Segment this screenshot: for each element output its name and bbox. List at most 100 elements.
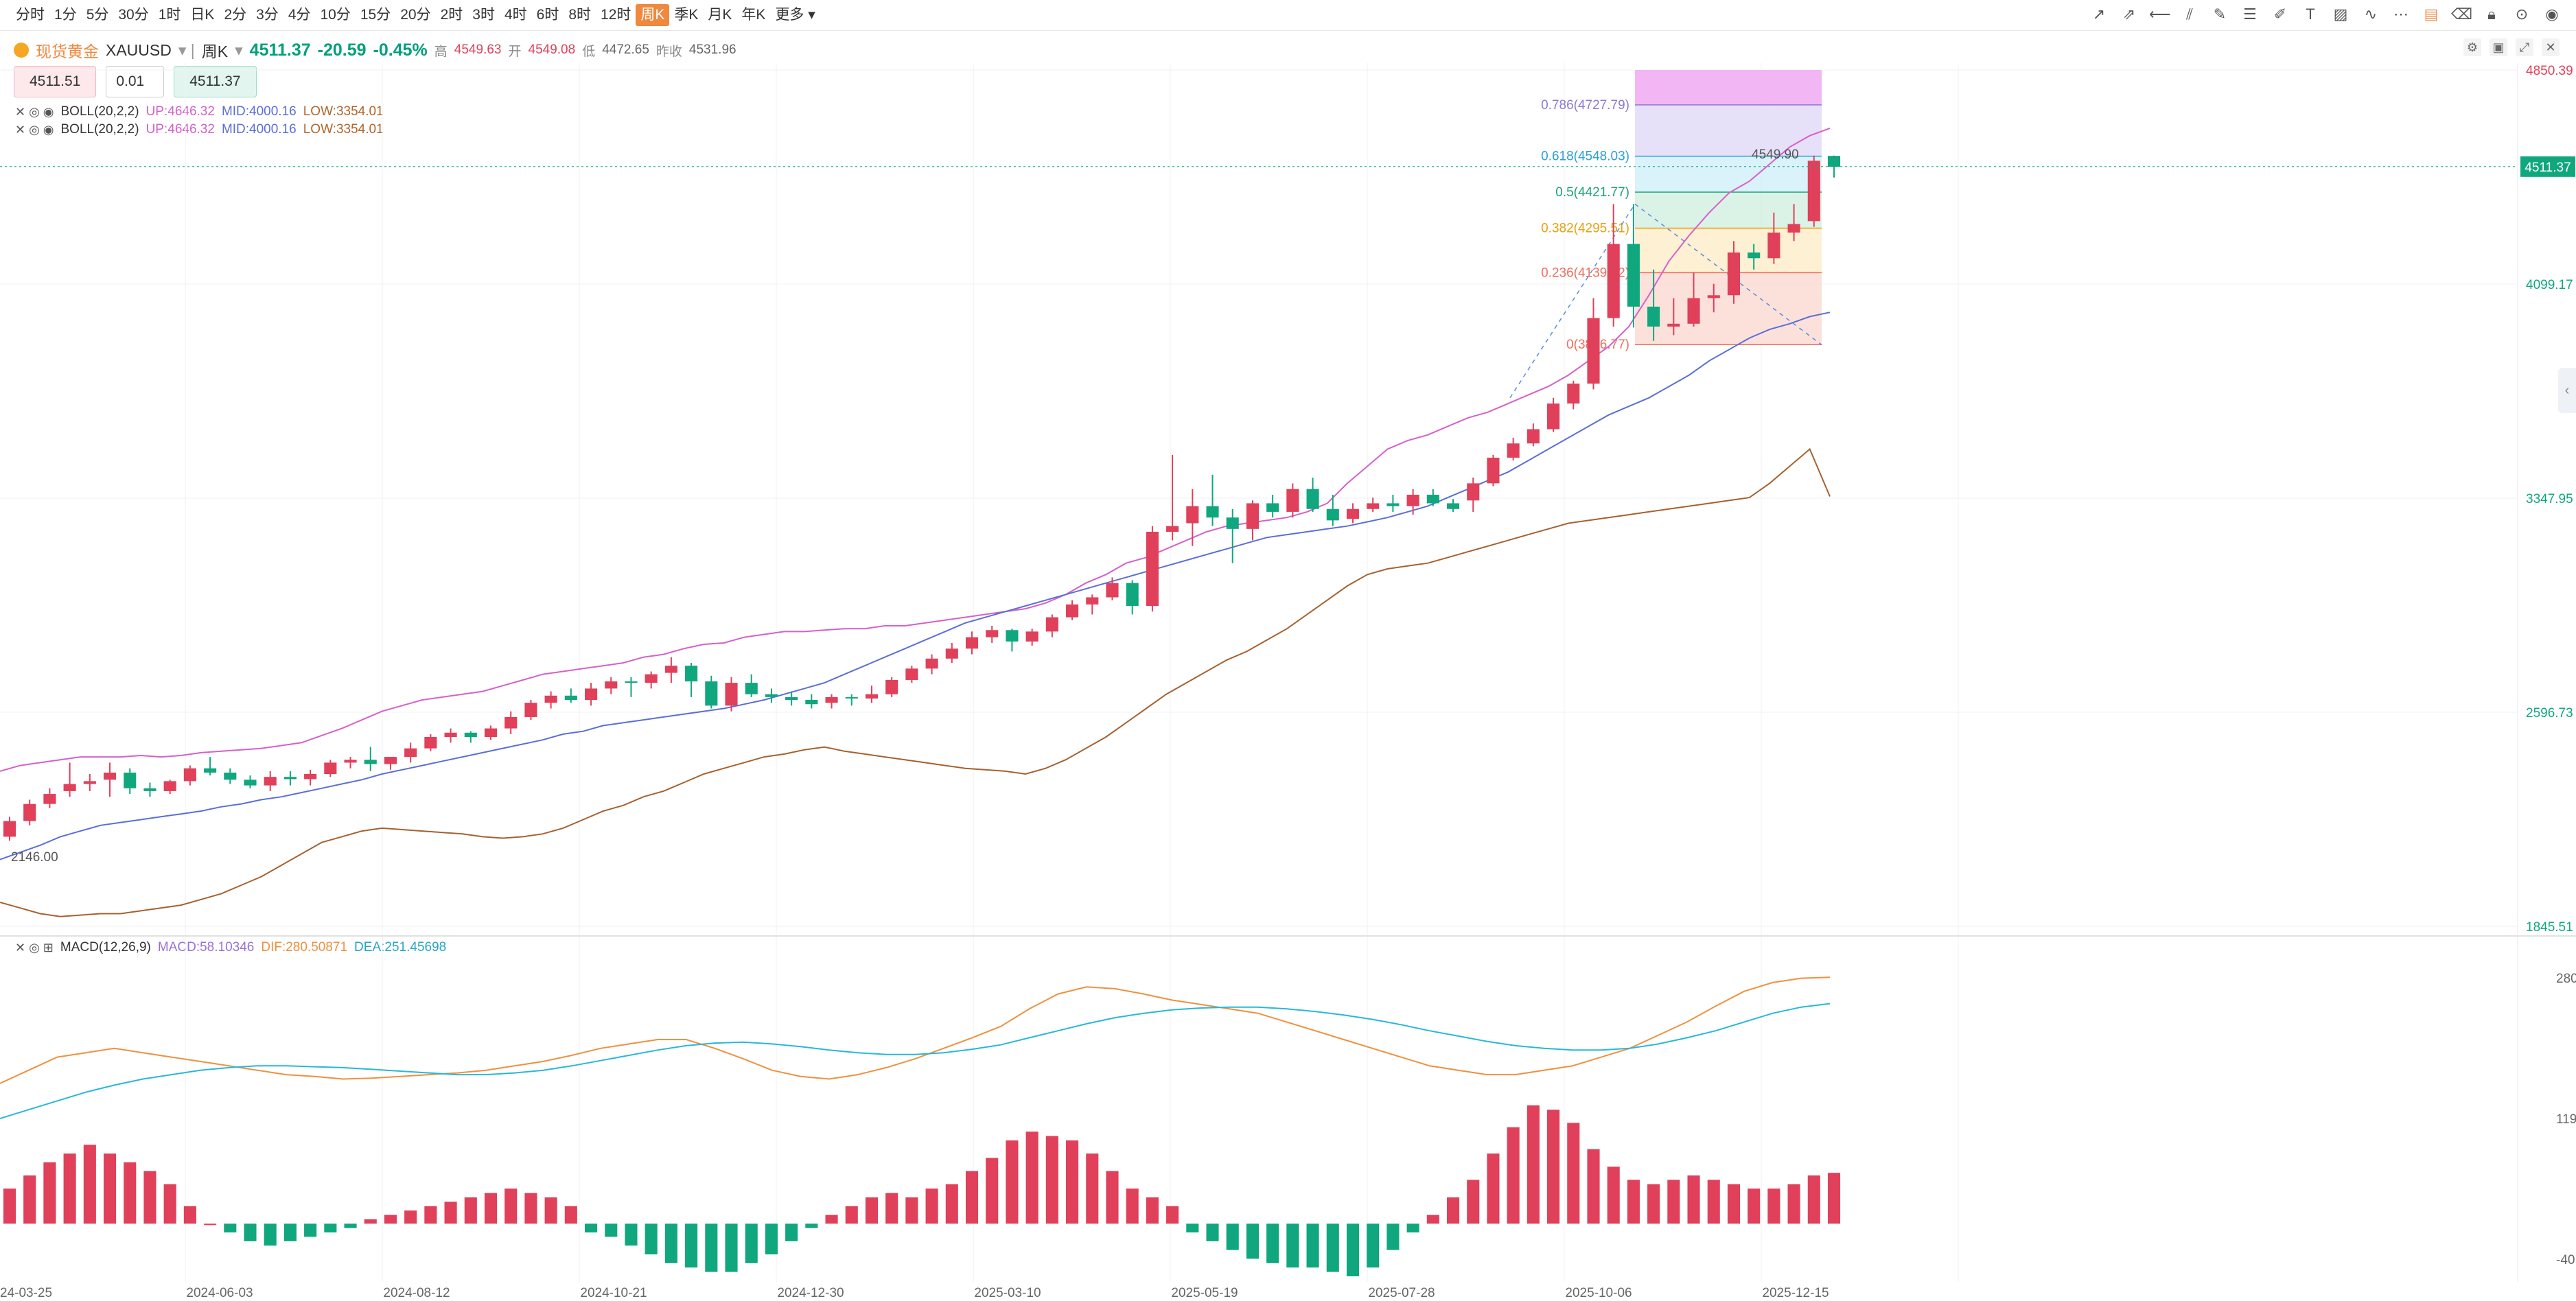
macd-bar (1025, 1132, 1038, 1224)
candle-body (283, 777, 297, 780)
period-4[interactable]: 1时 (158, 7, 181, 23)
period-0[interactable]: 分时 (16, 7, 45, 23)
macd-bar (1807, 1175, 1820, 1224)
close-icon[interactable]: ✕ ◎ ◉ (15, 122, 54, 137)
date-axis-label: 2025-05-19 (1171, 1286, 1238, 1300)
toolbar: 分时 1分 5分 30分 1时 日K 2分 3分 4分 10分 15分 20分 2时 3时 4时 6时 8时 12… (0, 0, 2576, 31)
period-19[interactable]: 季K (674, 7, 699, 23)
buy-price-button[interactable]: 4511.37 (174, 66, 257, 97)
macd-bar (664, 1223, 677, 1263)
macd-bar (444, 1202, 457, 1224)
horizontal-line-icon[interactable]: ⟵ (2149, 5, 2171, 23)
macd-bar (23, 1175, 36, 1224)
candle-body (1748, 252, 1761, 259)
chart-corner-controls: ⚙ ▣ ⤢ ✕ (2463, 38, 2560, 56)
boll-indicator-row-2: ✕ ◎ ◉ BOLL(20,2,2) UP:4646.32 MID:4000.1… (15, 122, 384, 137)
quantity-stepper[interactable]: 0.01 (106, 66, 165, 97)
macd-axis-label: 119.99771 (2556, 1112, 2576, 1127)
candle-body (544, 695, 557, 703)
period-7[interactable]: 3分 (256, 7, 279, 23)
period-14[interactable]: 4时 (504, 7, 527, 23)
period-22[interactable]: 更多 ▾ (775, 7, 815, 23)
collapse-panel-icon[interactable]: ‹ (2558, 368, 2576, 413)
period-5[interactable]: 日K (190, 7, 215, 23)
price-axis-label: 3347.95 (2526, 492, 2573, 506)
lock-icon[interactable]: 🔒︎ (2487, 5, 2496, 23)
period-3[interactable]: 30分 (118, 7, 149, 23)
candle-body (925, 658, 938, 669)
symbol-name[interactable]: 现货黄金 (36, 43, 99, 60)
fib-zone (1635, 156, 1822, 193)
macd-bar (925, 1188, 938, 1224)
expand-icon[interactable]: ⤢ (2516, 38, 2533, 56)
candle-body (765, 694, 778, 697)
period-17[interactable]: 12时 (601, 7, 631, 23)
eye-icon[interactable]: ◉ (2545, 5, 2559, 23)
candle-body (1827, 156, 1841, 167)
macd-bar (965, 1171, 979, 1224)
period-16[interactable]: 8时 (568, 7, 592, 23)
macd-bar (1006, 1140, 1019, 1224)
close-icon[interactable]: ✕ ◎ ◉ (15, 104, 54, 119)
candle-body (845, 696, 858, 699)
boll-name: BOLL(20,2,2) (60, 104, 139, 119)
macd-bar (124, 1162, 137, 1224)
image-icon[interactable]: ▨ (2333, 5, 2348, 23)
period-20[interactable]: 月K (708, 7, 732, 23)
camera-icon[interactable]: ▣ (2490, 38, 2507, 56)
candle-body (1306, 489, 1319, 509)
sell-price-button[interactable]: 4511.51 (14, 66, 97, 97)
pen-icon[interactable]: ✎ (2213, 5, 2227, 23)
period-10[interactable]: 15分 (360, 7, 391, 23)
macd-bar (1787, 1184, 1800, 1224)
candle-body (484, 728, 498, 738)
candle-body (344, 760, 357, 763)
parallel-icon[interactable]: ⫽ (2186, 5, 2193, 23)
date-axis-label: 2025-07-28 (1368, 1286, 1435, 1300)
candle-body (1487, 458, 1500, 484)
brush-icon[interactable]: ✐ (2273, 5, 2287, 23)
macd-axis-label: 280.50871 (2556, 972, 2576, 986)
close-icon[interactable]: ✕ (2542, 38, 2560, 56)
period-15[interactable]: 6时 (536, 7, 559, 23)
period-12[interactable]: 2时 (440, 7, 463, 23)
macd-bar (3, 1188, 16, 1224)
wave-icon[interactable]: ∿ (2364, 5, 2378, 23)
period-label[interactable]: 周K (201, 43, 229, 60)
period-9[interactable]: 10分 (320, 7, 351, 23)
candle-body (1567, 384, 1580, 404)
ray-icon[interactable]: ⇗ (2122, 5, 2136, 23)
candle-body (1066, 604, 1079, 618)
period-6[interactable]: 2分 (224, 7, 247, 23)
candle-body (304, 774, 317, 780)
period-dropdown-icon[interactable]: ▾ (235, 40, 243, 59)
period-21[interactable]: 年K (741, 7, 766, 23)
candle-body (204, 768, 217, 773)
period-8[interactable]: 4分 (288, 7, 311, 23)
candle-body (264, 777, 277, 786)
period-18[interactable]: 周K (636, 4, 670, 26)
macd-bar (1326, 1223, 1339, 1272)
fib-icon[interactable]: ☰ (2243, 5, 2257, 23)
symbol-code[interactable]: XAUUSD (106, 40, 172, 59)
close-icon[interactable]: ✕ ◎ ⊞ (15, 940, 54, 954)
note-icon[interactable]: ▤ (2424, 5, 2439, 23)
candle-body (224, 772, 237, 780)
dropdown-icon[interactable]: ▾ | (178, 40, 195, 59)
candle-body (183, 768, 196, 782)
macd-bar (625, 1223, 638, 1246)
macd-bar (1386, 1223, 1400, 1250)
settings-icon[interactable]: ⚙ (2463, 38, 2481, 56)
eraser-icon[interactable]: ⌫ (2451, 5, 2473, 23)
candle-body (3, 821, 16, 837)
period-11[interactable]: 20分 (400, 7, 431, 23)
date-axis-label: 2025-12-15 (1762, 1286, 1829, 1300)
more-icon[interactable]: ⋯ (2393, 5, 2409, 23)
period-2[interactable]: 5分 (86, 7, 109, 23)
arrow-icon[interactable]: ↗ (2092, 5, 2106, 23)
period-13[interactable]: 3时 (472, 7, 495, 23)
period-1[interactable]: 1分 (54, 7, 77, 23)
magnet-icon[interactable]: ⊙ (2515, 5, 2529, 23)
text-icon[interactable]: T (2306, 5, 2315, 23)
